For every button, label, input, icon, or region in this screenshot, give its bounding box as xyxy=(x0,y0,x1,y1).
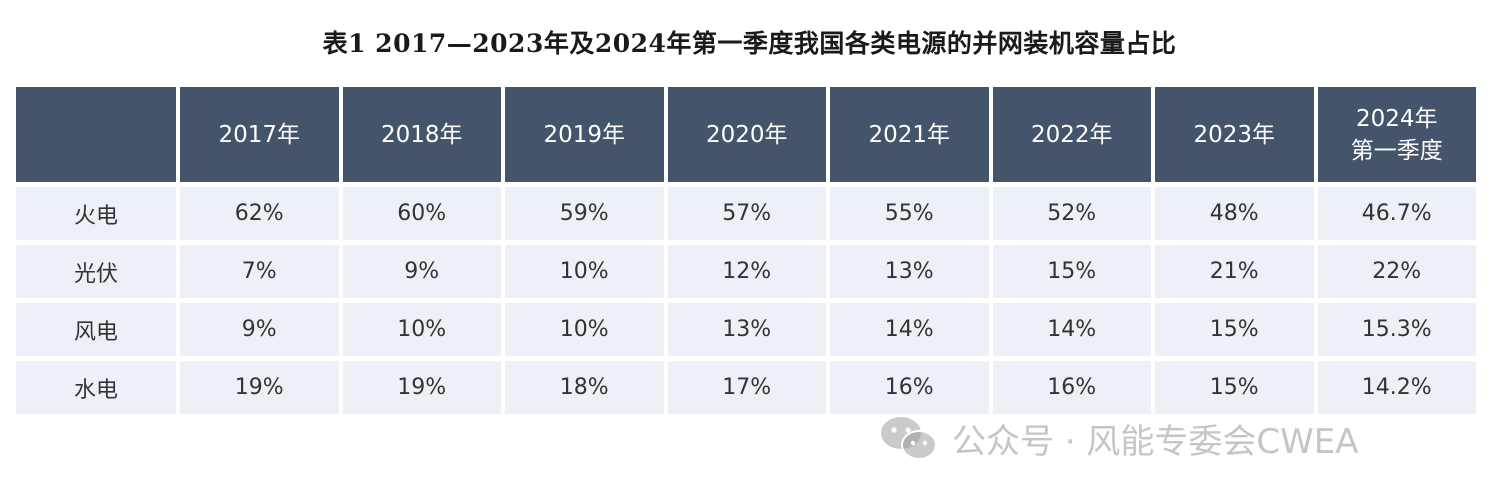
watermark: 公众号 · 风能专委会CWEA xyxy=(878,410,1359,466)
table-cell: 15% xyxy=(1155,361,1314,414)
table-cell: 10% xyxy=(342,303,501,356)
table-cell: 21% xyxy=(1155,245,1314,298)
table-cell: 57% xyxy=(667,187,826,240)
table-cell: 15.3% xyxy=(1317,303,1476,356)
table-cell: 19% xyxy=(342,361,501,414)
row-label: 风电 xyxy=(16,303,176,356)
header-cell-2021: 2021年 xyxy=(830,87,989,182)
table-cell: 10% xyxy=(505,245,664,298)
table-cell: 16% xyxy=(992,361,1151,414)
table-cell: 19% xyxy=(180,361,339,414)
header-cell-2022: 2022年 xyxy=(992,87,1151,182)
header-cell-2018: 2018年 xyxy=(342,87,501,182)
table-cell: 62% xyxy=(180,187,339,240)
table-cell: 52% xyxy=(992,187,1151,240)
table-cell: 12% xyxy=(667,245,826,298)
table-title: 表1 2017—2023年及2024年第一季度我国各类电源的并网装机容量占比 xyxy=(322,29,1177,58)
table-cell: 22% xyxy=(1317,245,1476,298)
header-row: 2017年 2018年 2019年 2020年 2021年 2022年 2023… xyxy=(16,87,1476,182)
table-row: 水电 19% 19% 18% 17% 16% 16% 15% 14.2% xyxy=(16,361,1476,414)
header-2024-line1: 2024年 xyxy=(1355,105,1438,132)
table-cell: 55% xyxy=(830,187,989,240)
table-cell: 13% xyxy=(830,245,989,298)
table-row: 光伏 7% 9% 10% 12% 13% 15% 21% 22% xyxy=(16,245,1476,298)
table-cell: 14% xyxy=(992,303,1151,356)
table-cell: 15% xyxy=(1155,303,1314,356)
table-cell: 17% xyxy=(667,361,826,414)
header-cell-2019: 2019年 xyxy=(505,87,664,182)
table-cell: 14.2% xyxy=(1317,361,1476,414)
row-label: 火电 xyxy=(16,187,176,240)
table-row: 风电 9% 10% 10% 13% 14% 14% 15% 15.3% xyxy=(16,303,1476,356)
table-cell: 16% xyxy=(830,361,989,414)
table-cell: 59% xyxy=(505,187,664,240)
header-cell-2023: 2023年 xyxy=(1155,87,1314,182)
table-cell: 14% xyxy=(830,303,989,356)
table-cell: 13% xyxy=(667,303,826,356)
header-cell-2024q1: 2024年 第一季度 xyxy=(1317,87,1476,182)
table-cell: 10% xyxy=(505,303,664,356)
table-cell: 15% xyxy=(992,245,1151,298)
table-cell: 48% xyxy=(1155,187,1314,240)
table-cell: 7% xyxy=(180,245,339,298)
table-row: 火电 62% 60% 59% 57% 55% 52% 48% 46.7% xyxy=(16,187,1476,240)
header-cell-2017: 2017年 xyxy=(180,87,339,182)
table-cell: 46.7% xyxy=(1317,187,1476,240)
row-label: 光伏 xyxy=(16,245,176,298)
table-cell: 18% xyxy=(505,361,664,414)
table-cell: 60% xyxy=(342,187,501,240)
table-cell: 9% xyxy=(342,245,501,298)
header-cell-2020: 2020年 xyxy=(667,87,826,182)
wechat-icon xyxy=(881,417,937,460)
table-cell: 9% xyxy=(180,303,339,356)
row-label: 水电 xyxy=(16,361,176,414)
header-2024-line2: 第一季度 xyxy=(1350,137,1443,164)
capacity-share-table: 2017年 2018年 2019年 2020年 2021年 2022年 2023… xyxy=(12,82,1480,419)
watermark-text: 公众号 · 风能专委会CWEA xyxy=(952,421,1359,462)
header-cell-empty xyxy=(16,87,176,182)
